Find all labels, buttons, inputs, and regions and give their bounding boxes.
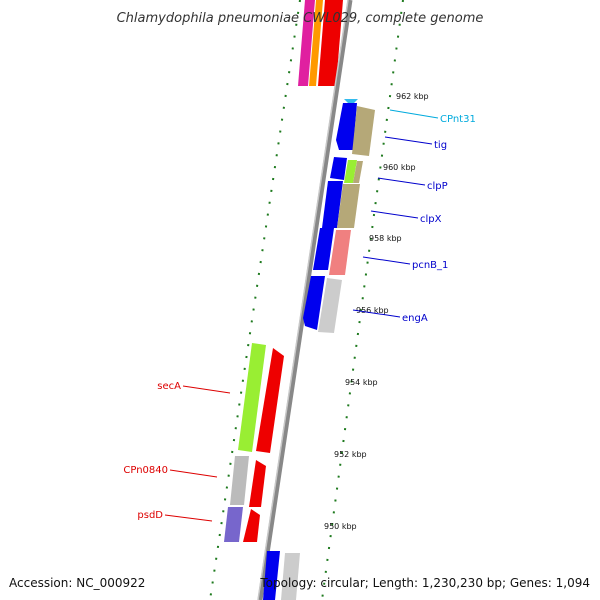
- gene-clpX: [322, 181, 343, 228]
- gene-tig-category: [352, 106, 375, 156]
- gene-CPn0840-category: [230, 456, 249, 505]
- leader-psdD: [164, 514, 213, 522]
- leader-clpX: [370, 210, 419, 219]
- gene-secA: [256, 348, 284, 453]
- genome-backbone: [257, 0, 353, 600]
- gene-tig: [336, 103, 357, 150]
- scale-tick-956kbp: 956 kbp: [356, 306, 389, 315]
- gene-label-pcnB_1: pcnB_1: [412, 260, 448, 271]
- gene-label-clpP: clpP: [427, 181, 448, 192]
- top-feature-red: [318, 0, 343, 86]
- gene-label-CPn0840: CPn0840: [123, 465, 168, 476]
- gene-label-clpX: clpX: [420, 214, 442, 225]
- gene-pcnB_1: [313, 228, 334, 270]
- gene-psdD-category: [224, 507, 243, 542]
- gene-label-secA: secA: [157, 381, 181, 392]
- scale-tick-960kbp: 960 kbp: [383, 163, 416, 172]
- gene-bottom-forward: [263, 551, 280, 600]
- trna-marker: [344, 99, 358, 106]
- gene-clpX-category: [337, 184, 360, 228]
- gene-psdD: [243, 509, 260, 542]
- scale-tick-962kbp: 962 kbp: [396, 92, 429, 101]
- topology-text: Topology: circular; Length: 1,230,230 bp…: [259, 576, 590, 590]
- gene-clpP-category: [344, 160, 357, 183]
- top-feature-orange: [309, 0, 323, 86]
- inner-dotted-guide: [209, 0, 301, 600]
- gene-label-engA: engA: [402, 313, 428, 324]
- leader-clpP: [377, 177, 426, 186]
- scale-tick-952kbp: 952 kbp: [334, 450, 367, 459]
- leader-CPn0840: [169, 469, 218, 478]
- gene-secA-category: [238, 343, 266, 452]
- leader-engA: [352, 309, 401, 318]
- gene-clpP-category2: [353, 161, 363, 183]
- top-feature-magenta: [298, 0, 315, 86]
- leader-CPnt31: [389, 109, 439, 119]
- leader-secA: [182, 385, 231, 394]
- leader-tig: [384, 136, 433, 145]
- genome-backbone-highlight: [257, 0, 349, 600]
- gene-bottom-forward-category: [281, 553, 300, 600]
- gene-label-tig: tig: [434, 140, 447, 151]
- leader-pcnB_1: [362, 256, 411, 265]
- scale-tick-954kbp: 954 kbp: [345, 378, 378, 387]
- gene-label-psdD: psdD: [137, 510, 163, 521]
- gene-label-CPnt31: CPnt31: [440, 114, 476, 125]
- scale-tick-950kbp: 950 kbp: [324, 522, 357, 531]
- scale-tick-958kbp: 958 kbp: [369, 234, 402, 243]
- map-title: Chlamydophila pneumoniae CWL029, complet…: [117, 11, 484, 26]
- outer-dotted-guide: [321, 0, 404, 600]
- gene-engA-category: [318, 278, 342, 333]
- accession-text: Accession: NC_000922: [9, 576, 145, 590]
- gene-engA: [303, 276, 325, 330]
- gene-pcnB_1-category: [329, 230, 351, 275]
- gene-CPn0840: [249, 460, 266, 507]
- gene-clpP: [330, 157, 347, 180]
